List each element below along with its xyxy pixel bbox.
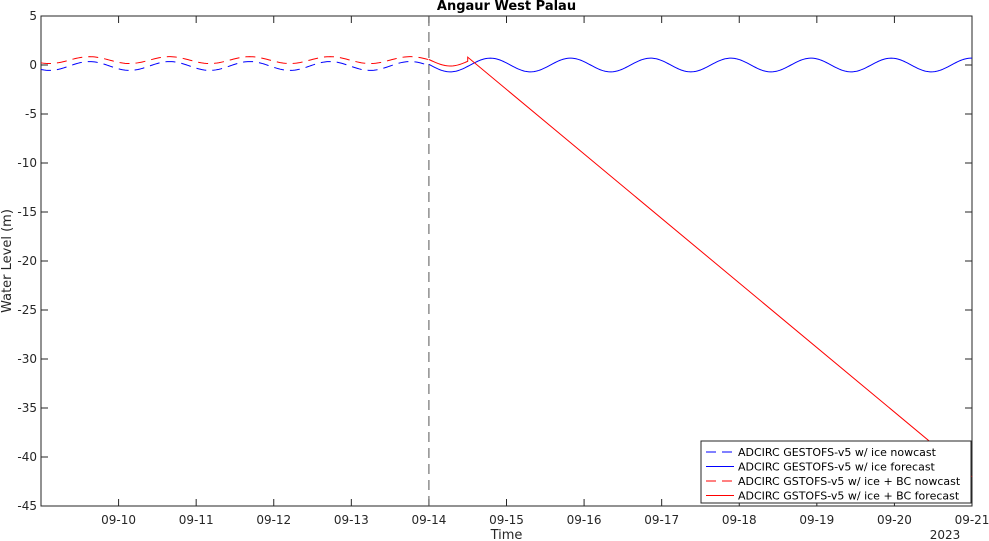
y-tick-label: -45 — [17, 499, 37, 513]
y-tick-label: -15 — [17, 205, 37, 219]
legend-entry-label: ADCIRC GSTOFS-v5 w/ ice + BC forecast — [738, 490, 960, 503]
y-axis-label: Water Level (m) — [0, 209, 15, 313]
x-tick-label: 09-18 — [722, 513, 757, 527]
legend-entry-label: ADCIRC GESTOFS-v5 w/ ice nowcast — [738, 446, 937, 459]
x-tick-label: 09-11 — [179, 513, 214, 527]
x-tick-label: 09-10 — [101, 513, 136, 527]
year-label: 2023 — [930, 528, 961, 541]
y-tick-label: -30 — [17, 352, 37, 366]
legend-box — [700, 440, 972, 504]
y-tick-label: 5 — [29, 9, 37, 23]
x-tick-label: 09-19 — [799, 513, 834, 527]
x-tick-label: 09-12 — [256, 513, 291, 527]
y-tick-label: -25 — [17, 303, 37, 317]
series-line-3 — [40, 56, 430, 65]
y-tick-label: -40 — [17, 450, 37, 464]
y-tick-label: -20 — [17, 254, 37, 268]
x-tick-labels: 09-10 09-11 09-12 09-13 09-14 09-15 09-16 09-17… — [101, 513, 989, 527]
series-line-2 — [428, 57, 973, 73]
x-tick-label: 09-15 — [489, 513, 524, 527]
x-tick-label: 09-16 — [567, 513, 602, 527]
y-tick-label: -35 — [17, 401, 37, 415]
series-group — [40, 56, 973, 477]
x-tick-label: 09-14 — [411, 513, 446, 527]
chart-title: Angaur West Palau — [437, 0, 576, 14]
x-tick-label: 09-21 — [955, 513, 989, 527]
series-line-4 — [428, 56, 973, 477]
series-line-1 — [40, 61, 430, 71]
x-tick-label: 09-13 — [334, 513, 369, 527]
y-tick-label: -5 — [25, 107, 37, 121]
x-axis-label: Time — [490, 528, 523, 541]
legend-entry-label: ADCIRC GSTOFS-v5 w/ ice + BC nowcast — [738, 475, 961, 488]
legend-entry-label: ADCIRC GESTOFS-v5 w/ ice forecast — [738, 461, 936, 474]
y-tick-labels: 5 0 -5 -10 -15 -20 -25 -30 -35 -40 -45 — [17, 9, 37, 513]
x-tick-label: 09-20 — [877, 513, 912, 527]
y-tick-label: 0 — [29, 58, 37, 72]
legend: ADCIRC GESTOFS-v5 w/ ice nowcast ADCIRC G… — [700, 440, 972, 504]
y-tick-label: -10 — [17, 156, 37, 170]
x-tick-label: 09-17 — [644, 513, 679, 527]
